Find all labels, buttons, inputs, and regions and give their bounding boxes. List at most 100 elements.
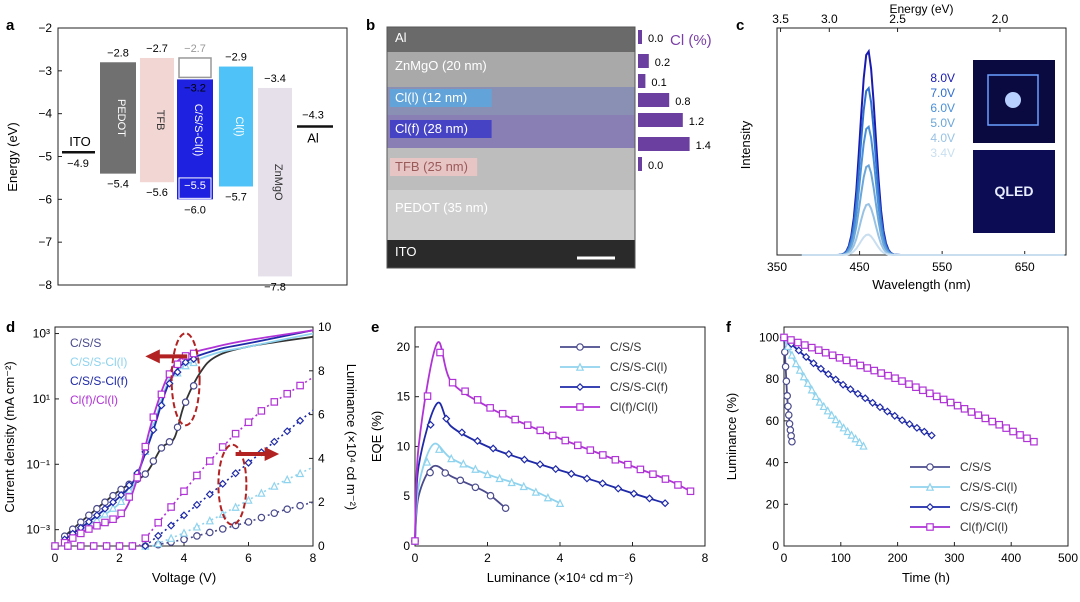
series-marker — [828, 351, 837, 360]
series-marker — [436, 348, 444, 357]
legend-marker — [926, 463, 934, 471]
luminance-marker — [218, 479, 227, 488]
series-line — [414, 401, 666, 542]
voltage-label: 3.4V — [930, 146, 955, 160]
inset-device-outline — [987, 74, 1039, 126]
legend-marker — [926, 523, 934, 531]
luminance-marker — [231, 521, 240, 530]
series-marker — [459, 459, 468, 468]
series-marker — [781, 362, 790, 371]
current-marker — [68, 534, 77, 542]
layer-label-bg — [390, 89, 492, 107]
series-marker — [811, 391, 820, 401]
x-tick-label: 200 — [888, 551, 908, 565]
series-marker — [686, 487, 695, 496]
series-marker — [823, 406, 832, 415]
current-marker — [109, 498, 118, 507]
legend-entry: C/S/S-Cl(f) — [610, 380, 668, 394]
current-marker — [173, 360, 182, 369]
legend-marker — [925, 502, 935, 512]
legend-entry: C/S/S-Cl(l) — [960, 480, 1017, 494]
y-axis-label: EQE (%) — [369, 411, 384, 462]
series-marker — [981, 414, 990, 423]
cl-bar — [638, 54, 649, 68]
current-marker — [141, 470, 150, 478]
y-tick-label: −3 — [38, 64, 52, 78]
series-marker — [1030, 437, 1038, 446]
cl-value-label: 0.0 — [648, 160, 663, 172]
current-marker — [157, 444, 166, 452]
y-tick-label: 0 — [772, 539, 779, 553]
panel-d-jvl: d 0 2 4 6 8 Voltage (V) 10³ 10¹ 10⁻¹ 10⁻³ 10 8 6 4 2 0 C… — [2, 319, 359, 585]
series-marker — [498, 409, 507, 418]
y-tick-label: 10¹ — [33, 392, 50, 406]
series-marker — [1002, 424, 1010, 432]
luminance-marker — [257, 407, 266, 415]
layer-bar — [219, 66, 253, 187]
luminance-marker — [244, 495, 253, 504]
series-marker — [835, 354, 844, 362]
layer-band — [387, 52, 635, 87]
series-marker — [988, 417, 997, 426]
series-marker — [1009, 427, 1017, 436]
series-marker — [795, 365, 805, 374]
series-marker — [536, 426, 545, 435]
layer-label-al: Al — [307, 131, 319, 146]
value-label: −2.8 — [107, 47, 129, 59]
x-axis-label: Wavelength (nm) — [872, 277, 971, 292]
current-marker — [92, 511, 101, 520]
series-marker — [799, 371, 809, 381]
series-marker — [780, 333, 788, 342]
series-marker — [489, 444, 498, 453]
current-marker — [149, 413, 158, 422]
series-marker — [870, 366, 879, 375]
series-marker — [645, 494, 654, 503]
y-tick-label: 100 — [759, 330, 779, 344]
cl-value-label: 1.4 — [696, 140, 711, 152]
series-marker — [543, 493, 553, 502]
luminance-marker — [179, 511, 189, 520]
series-marker — [661, 499, 670, 508]
y-tick-label: 40 — [766, 456, 780, 470]
current-marker — [189, 354, 198, 364]
voltage-label: 6.0V — [930, 101, 955, 115]
current-marker — [85, 511, 93, 520]
layer-band — [387, 190, 635, 240]
series-marker — [891, 374, 899, 383]
current-marker — [93, 521, 101, 530]
legend-entry: Cl(f)/Cl(l) — [960, 520, 1008, 534]
y-tick-label: 10³ — [33, 327, 50, 341]
legend-entry: Cl(f)/Cl(l) — [70, 393, 118, 407]
series-marker — [442, 414, 451, 423]
series-marker — [791, 358, 801, 368]
cl-value-label: 0.2 — [655, 57, 670, 69]
luminance-marker — [180, 535, 188, 544]
arrow-right-head — [264, 447, 280, 462]
value-label: −5.6 — [146, 187, 168, 199]
luminance-marker — [270, 481, 279, 490]
series-marker — [434, 444, 444, 453]
series-marker — [548, 431, 557, 440]
luminance-marker — [154, 538, 163, 548]
series-marker — [611, 455, 620, 464]
series-marker — [794, 346, 803, 355]
luminance-marker — [283, 505, 292, 514]
series-marker — [824, 370, 833, 379]
y2-tick-label: 2 — [318, 495, 325, 509]
current-marker — [100, 509, 110, 518]
y-tick-label: 80 — [766, 372, 780, 386]
series-marker — [501, 504, 510, 512]
y-tick-label: −7 — [38, 235, 52, 249]
layer-label-bg — [390, 158, 478, 176]
top-tick-label: 3.5 — [772, 12, 789, 26]
layer-label: PEDOT (35 nm) — [395, 200, 488, 215]
y2-tick-label: 4 — [318, 451, 325, 465]
y2-tick-label: 10 — [318, 320, 332, 334]
current-marker — [109, 515, 117, 523]
luminance-marker — [76, 542, 85, 550]
luminance-marker — [51, 542, 59, 550]
y-axis-label: Luminance (%) — [724, 393, 739, 480]
y-tick-label: 20 — [766, 497, 780, 511]
x-axis-label: Time (h) — [902, 570, 950, 585]
